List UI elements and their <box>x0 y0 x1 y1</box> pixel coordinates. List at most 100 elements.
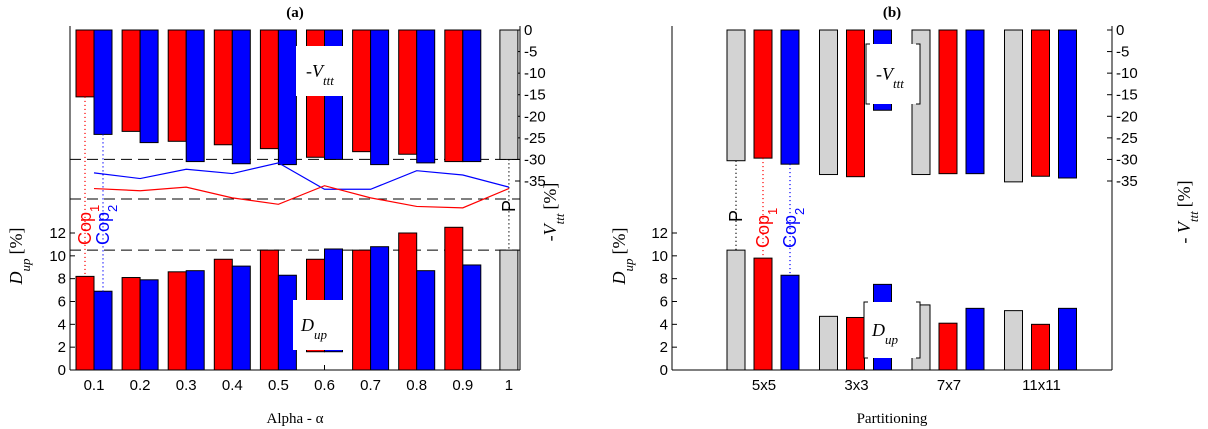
vttt-bar <box>462 29 482 163</box>
vttt-bar <box>726 29 746 162</box>
dup-bar <box>1031 323 1050 371</box>
annotation-dup: Dup <box>300 315 328 342</box>
left-tick-label: 4 <box>58 316 66 333</box>
x-tick-label: 7x7 <box>937 377 961 394</box>
x-axis-label: Alpha - α <box>266 411 323 427</box>
x-tick-label: 0.6 <box>314 377 335 394</box>
series-line <box>93 185 510 209</box>
series-label: Cop1 <box>753 208 780 248</box>
vttt-bar <box>167 29 187 142</box>
dup-bar <box>462 264 482 371</box>
left-axis-label: Dup[%] <box>6 228 33 286</box>
dup-bar <box>121 277 141 371</box>
annotation-bracket <box>916 43 921 105</box>
vttt-bar <box>1031 29 1050 177</box>
left-tick-label: 6 <box>660 294 668 311</box>
right-axis-label: - Vttt[%] <box>1174 180 1201 243</box>
x-tick-label: 11x11 <box>1022 377 1061 394</box>
annotation-box <box>296 46 348 96</box>
x-tick-label: 0.7 <box>360 377 381 394</box>
vttt-bar <box>259 29 279 150</box>
vttt-bar <box>819 29 838 176</box>
dup-bar <box>231 265 251 371</box>
left-axis-label: Dup[%] <box>609 228 636 286</box>
x-tick-label: 0.9 <box>452 377 473 394</box>
x-tick-label: 0.3 <box>176 377 197 394</box>
vttt-bar <box>121 29 141 132</box>
vttt-bar <box>1058 29 1077 179</box>
dup-bar <box>965 307 985 371</box>
x-tick-label: 3x3 <box>844 377 868 394</box>
dup-bar <box>846 316 865 371</box>
right-axis-label: -Vttt[%] <box>540 183 567 242</box>
vttt-bar <box>846 29 865 178</box>
annotation-box <box>866 44 920 104</box>
vttt-bar <box>93 29 113 135</box>
dup-bar <box>819 315 838 371</box>
annotation-bracket <box>865 43 870 105</box>
x-tick-label: 0.8 <box>406 377 427 394</box>
vttt-bar <box>231 29 251 165</box>
vttt-bar <box>398 29 418 155</box>
dup-bar <box>185 270 205 371</box>
vttt-bar <box>139 29 159 144</box>
right-tick-label: 0 <box>524 22 532 39</box>
vttt-bar <box>753 29 773 159</box>
dup-bar <box>726 249 746 371</box>
left-tick-label: 2 <box>58 339 66 356</box>
annotation-box <box>864 302 920 358</box>
right-tick-label: -15 <box>1116 87 1138 104</box>
annotation-vttt: -Vttt <box>876 64 904 91</box>
right-tick-label: -30 <box>524 151 546 168</box>
dup-bar <box>753 257 773 371</box>
dup-bar <box>93 290 113 371</box>
x-tick-label: 5x5 <box>752 377 776 394</box>
vttt-bar <box>780 29 800 165</box>
left-tick-label: 4 <box>660 316 668 333</box>
dup-bar <box>370 246 390 371</box>
annotation-bracket <box>916 301 921 359</box>
right-tick-label: 0 <box>1116 22 1124 39</box>
vttt-bar <box>370 29 390 166</box>
left-tick-label: 8 <box>660 271 668 288</box>
left-tick-label: 0 <box>58 362 66 379</box>
vttt-bar <box>277 29 297 166</box>
panel-b: (b) 0 2 4 6 8 10 12 0 -5 -10 -15 -20 -25 -30 -35 5x5 3x3 7… <box>609 5 1201 427</box>
dup-bar <box>167 271 187 371</box>
dup-bar <box>139 279 159 371</box>
right-tick-label: -25 <box>1116 130 1138 147</box>
dup-bar <box>352 249 372 371</box>
dup-bar <box>416 270 436 371</box>
x-tick-label: 0.2 <box>130 377 151 394</box>
vttt-bar <box>75 29 95 98</box>
right-tick-label: -5 <box>524 44 537 61</box>
dup-bar <box>444 226 464 371</box>
dup-bar <box>1004 310 1023 371</box>
right-tick-label: -15 <box>524 87 546 104</box>
series-label: P <box>499 200 519 212</box>
vttt-bar <box>185 29 205 163</box>
dup-bar <box>938 322 958 371</box>
right-tick-label: -30 <box>1116 151 1138 168</box>
vttt-bar <box>444 29 464 163</box>
x-tick-label: 0.1 <box>84 377 105 394</box>
right-tick-label: -10 <box>1116 65 1138 82</box>
x-axis-label: Partitioning <box>857 411 928 427</box>
annotation-dup: Dup <box>871 320 899 347</box>
chart-title: (b) <box>883 5 901 21</box>
annotation-bracket <box>863 301 868 359</box>
vttt-bar <box>416 29 436 164</box>
left-tick-label: 2 <box>660 339 668 356</box>
left-tick-label: 6 <box>58 294 66 311</box>
vttt-bar <box>352 29 372 153</box>
annotation-vttt: -Vttt <box>306 61 334 88</box>
vttt-bar <box>965 29 985 175</box>
dup-bar <box>1058 307 1077 371</box>
vttt-bar <box>213 29 233 146</box>
right-tick-label: -35 <box>1116 173 1138 190</box>
right-tick-label: -5 <box>1116 44 1129 61</box>
panel-a: (a) 0 2 4 6 8 10 12 0 -5 -10 -15 -20 -25 -30 -35 0.1 0.2 0… <box>6 5 567 427</box>
left-tick-label: 8 <box>58 271 66 288</box>
dup-bar <box>780 274 800 371</box>
series-line <box>93 162 510 190</box>
